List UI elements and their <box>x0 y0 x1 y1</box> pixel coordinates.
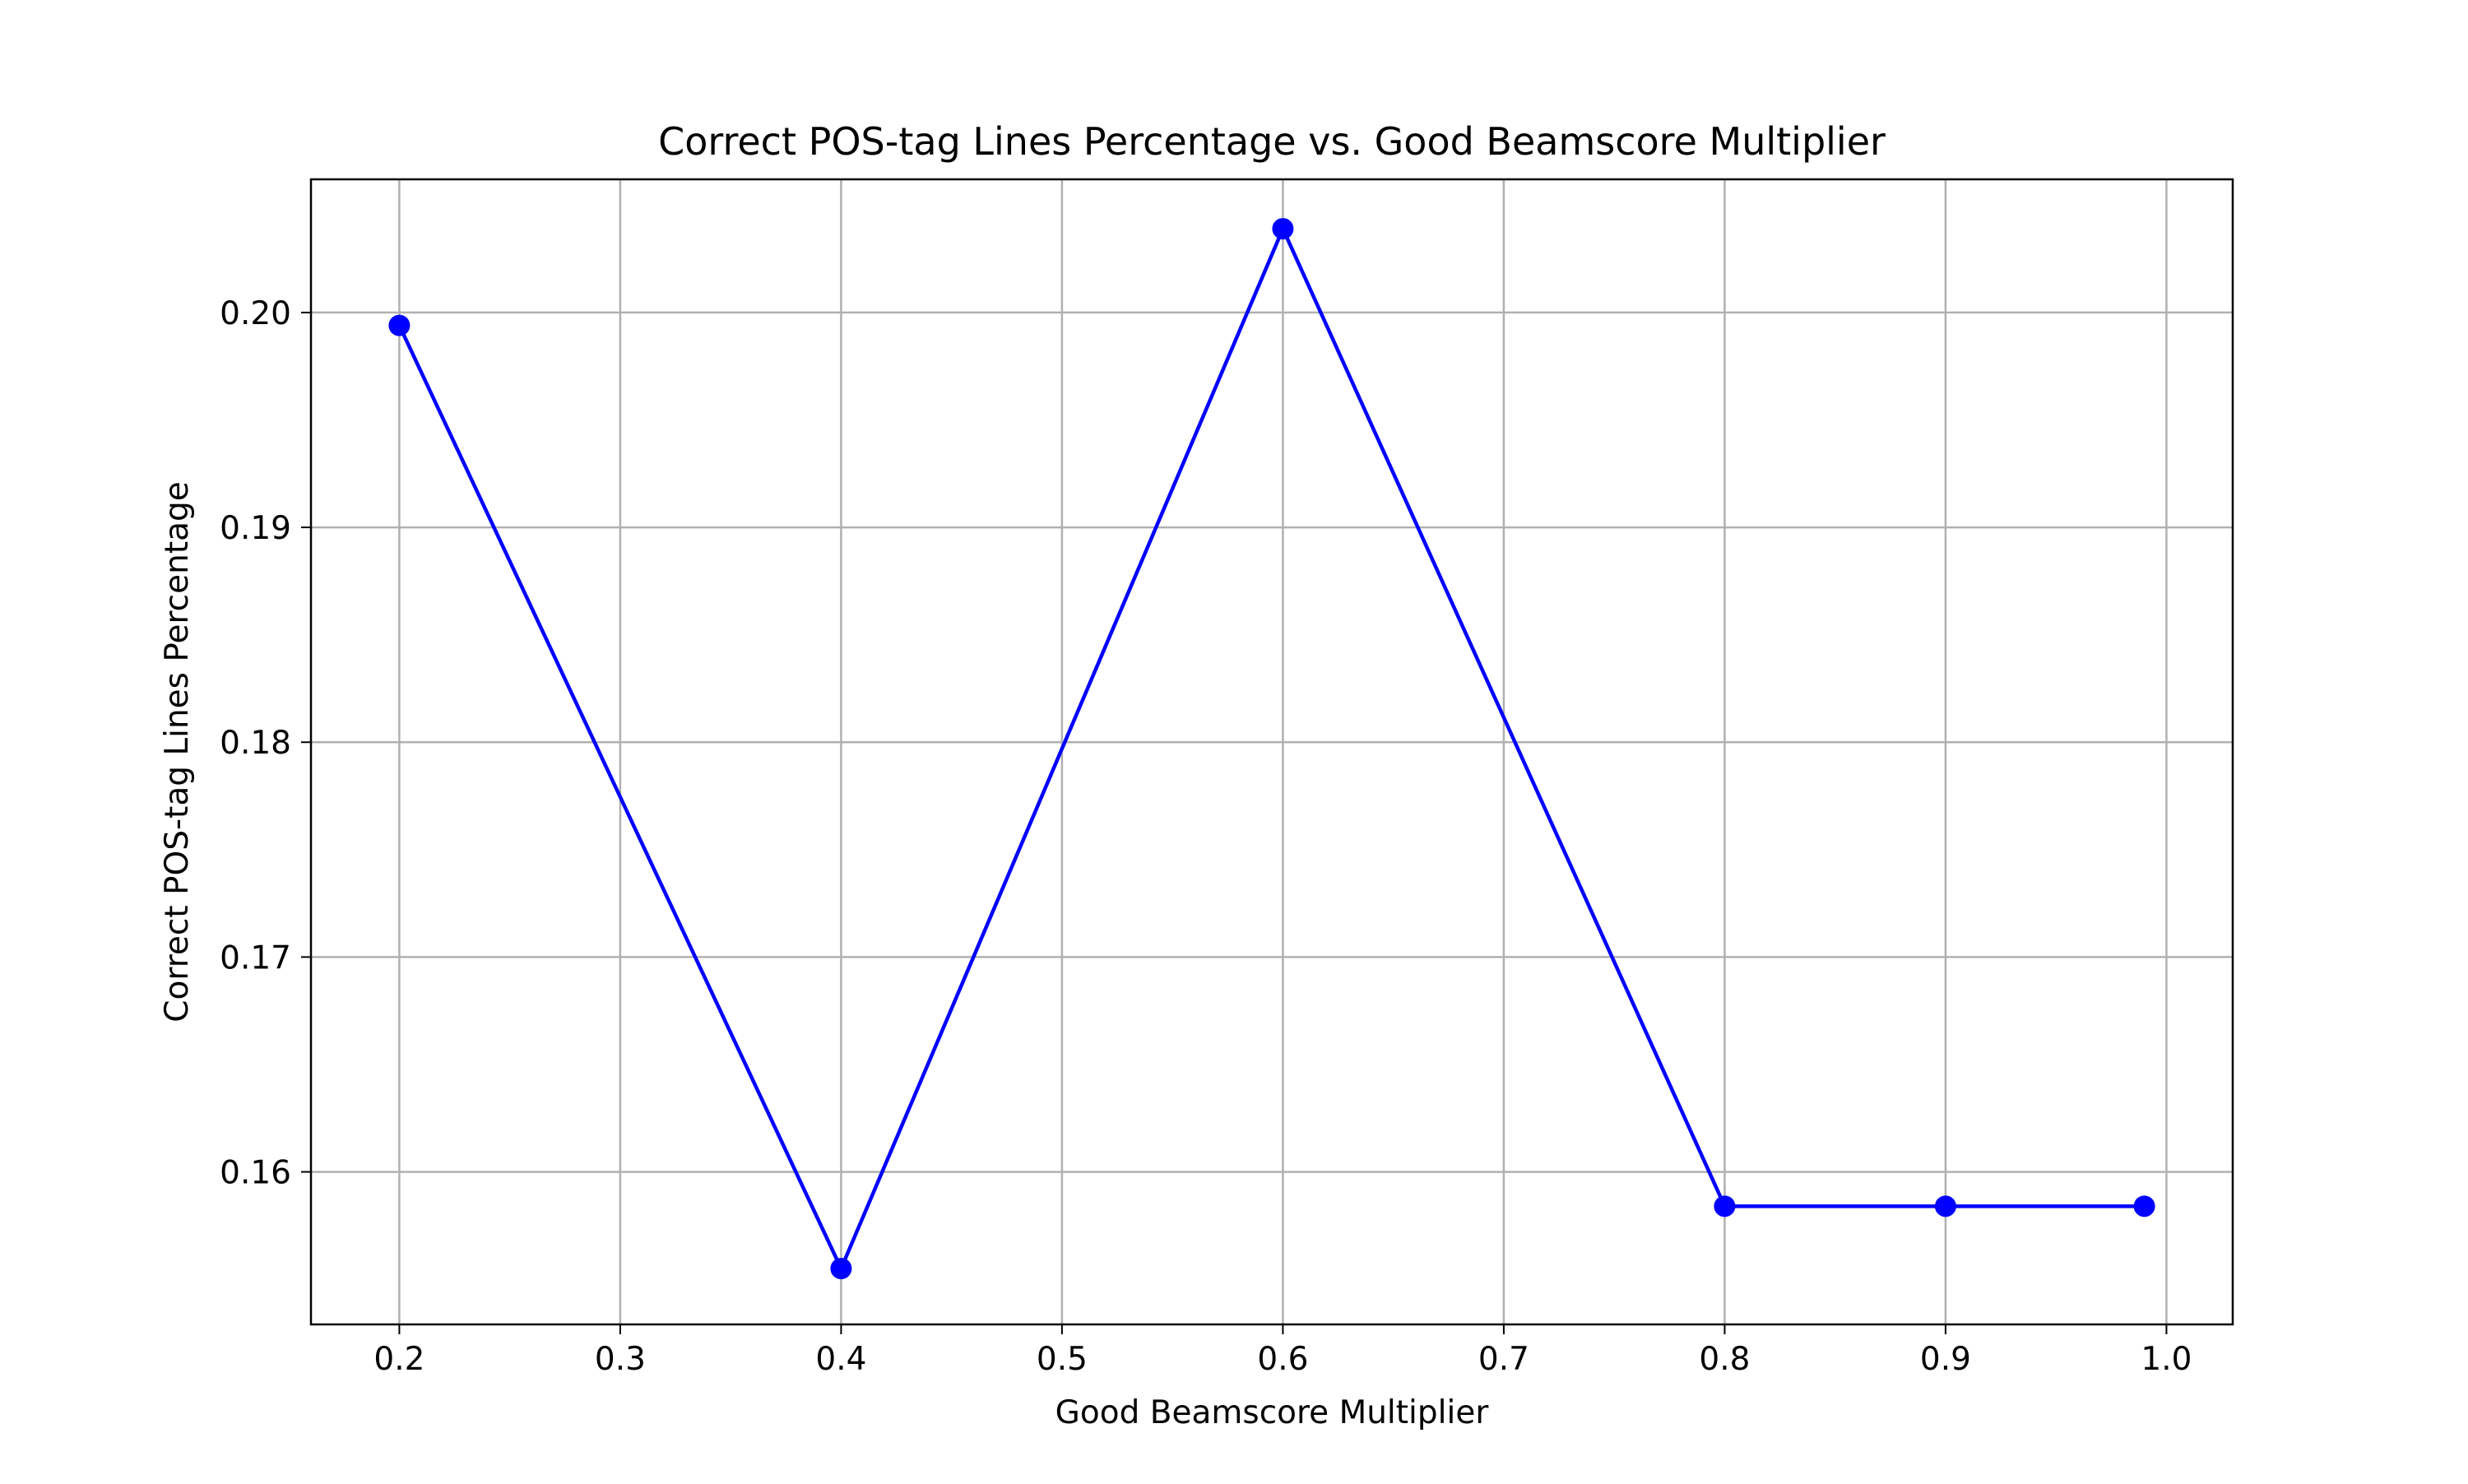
series-markers <box>388 218 2155 1280</box>
data-point <box>830 1258 852 1280</box>
y-tick-label: 0.18 <box>220 725 291 762</box>
series-line <box>397 226 2145 1271</box>
y-tick-label: 0.17 <box>220 939 291 976</box>
x-tick-label: 0.8 <box>1699 1341 1750 1378</box>
data-point <box>1272 218 1294 240</box>
y-tick-label: 0.16 <box>220 1155 291 1192</box>
plot-area-frame <box>309 178 2234 1326</box>
x-tick-label: 0.4 <box>815 1341 866 1378</box>
x-tick-label: 0.5 <box>1037 1341 1088 1378</box>
data-point <box>1934 1195 1956 1217</box>
data-point <box>1714 1195 1736 1217</box>
axis-ticks: 0.2 0.3 0.4 0.5 0.6 0.7 0.8 0.9 1.0 0.16 0.17 0.18 0… <box>220 295 2192 1378</box>
y-tick-label: 0.19 <box>220 510 291 547</box>
x-tick-label: 0.9 <box>1920 1341 1971 1378</box>
y-axis-label: Correct POS-tag Lines Percentage <box>159 481 196 1023</box>
chart-title: Correct POS-tag Lines Percentage vs. Goo… <box>658 119 1886 164</box>
x-tick-label: 0.3 <box>595 1341 646 1378</box>
data-point <box>388 314 411 336</box>
x-tick-label: 0.2 <box>373 1341 424 1378</box>
x-tick-label: 0.7 <box>1478 1341 1529 1378</box>
x-tick-label: 0.6 <box>1257 1341 1308 1378</box>
x-axis-label: Good Beamscore Multiplier <box>1055 1394 1490 1431</box>
series-lines <box>397 226 2145 1271</box>
y-tick-label: 0.20 <box>220 295 291 332</box>
grid-lines <box>311 179 2233 1324</box>
x-tick-label: 1.0 <box>2141 1341 2192 1378</box>
data-point <box>2133 1195 2155 1217</box>
